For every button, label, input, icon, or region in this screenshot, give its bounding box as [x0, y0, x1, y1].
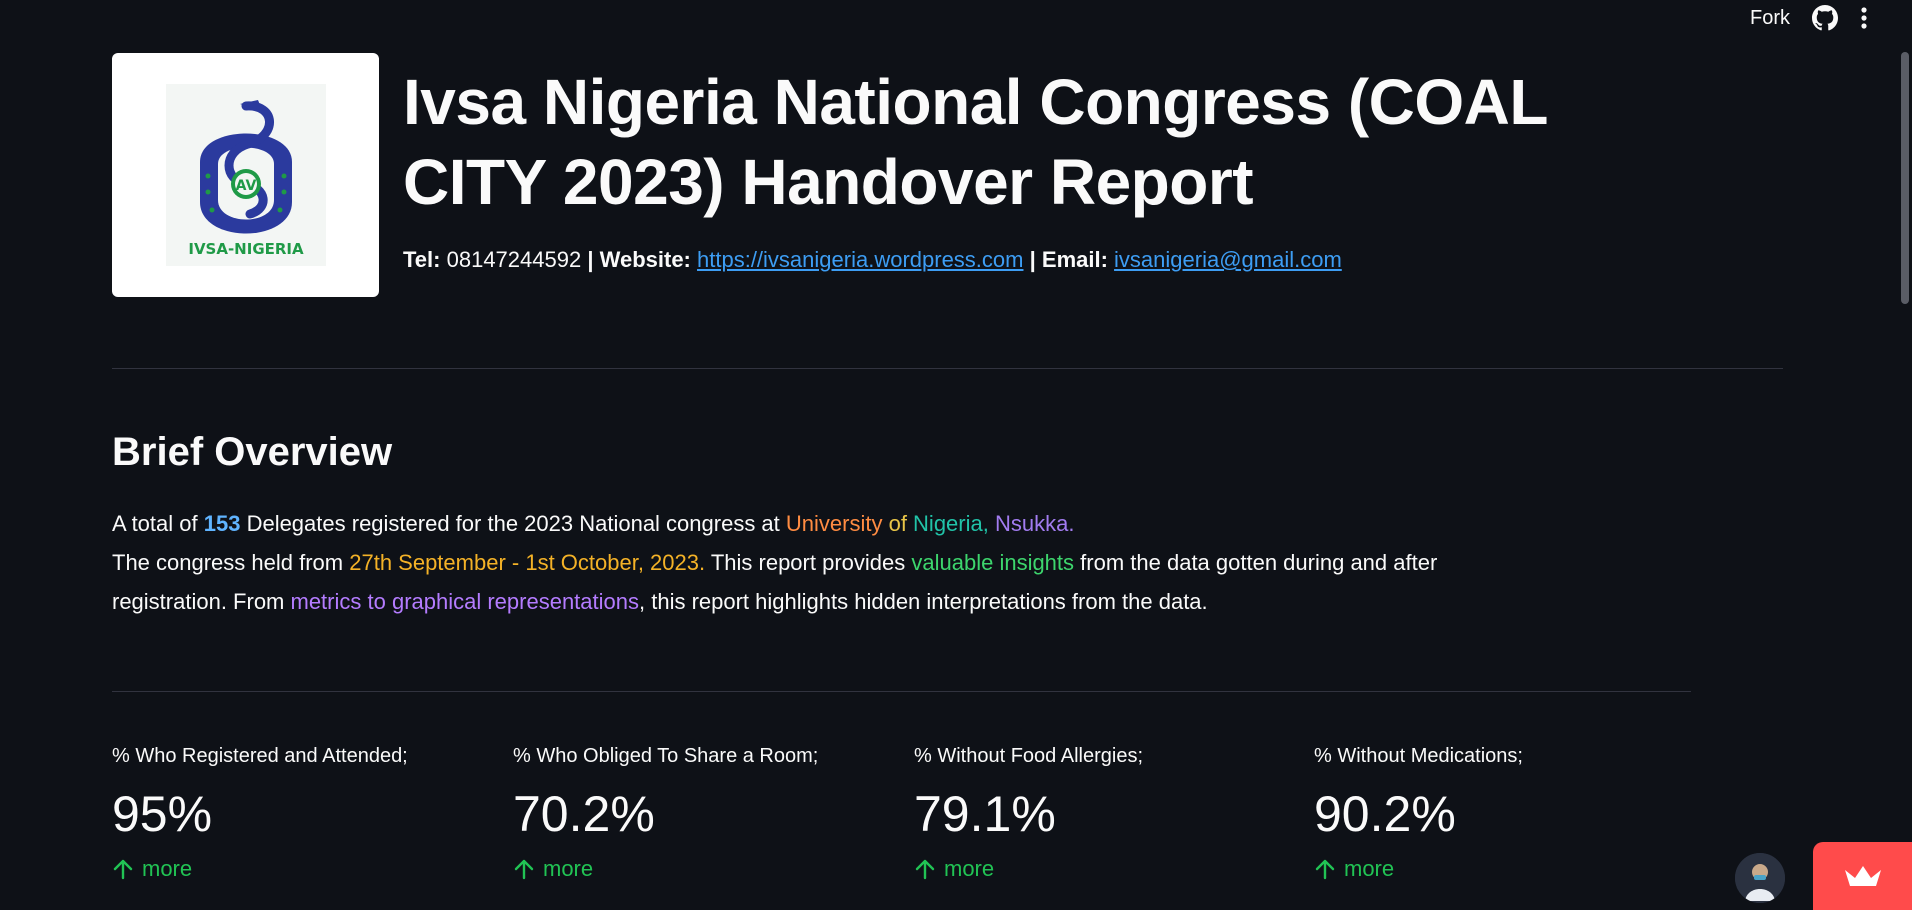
crown-icon — [1844, 866, 1881, 886]
divider — [112, 691, 1691, 692]
logo-wordmark: IVSA-NIGERIA — [188, 240, 304, 258]
tel-label: Tel: — [403, 247, 441, 272]
user-avatar-icon — [1735, 853, 1785, 903]
scrollbar-thumb[interactable] — [1901, 52, 1909, 304]
logo: AV IVSA-NIGERIA — [112, 53, 379, 297]
metric-value: 90.2% — [1314, 786, 1456, 842]
email-label: Email: — [1041, 247, 1108, 272]
metric-delta: more — [112, 856, 492, 882]
tel-value: 08147244592 — [446, 247, 582, 272]
arrow-up-icon — [1315, 859, 1335, 880]
metric-label: % Without Food Allergies; — [914, 745, 1143, 767]
arrow-up-icon — [915, 859, 935, 880]
separator: | — [587, 247, 594, 272]
streamlit-badge[interactable] — [1813, 842, 1912, 910]
email-link[interactable]: ivsanigeria@gmail.com — [1114, 247, 1342, 272]
page-title: Ivsa Nigeria National Congress (COAL CIT… — [403, 66, 1547, 218]
overview-line-1: A total of 153 Delegates registered for … — [112, 511, 1075, 536]
congress-dates: 27th September - 1st October, 2023. — [349, 550, 706, 575]
metric-card: % Without Medications; 90.2% more — [1314, 745, 1694, 882]
metric-card: % Who Obliged To Share a Room; 70.2% mor… — [513, 745, 893, 882]
divider — [112, 368, 1783, 369]
metric-card: % Who Registered and Attended; 95% more — [112, 745, 492, 882]
app-toolbar: Fork — [1750, 0, 1912, 36]
metric-delta: more — [1314, 856, 1694, 882]
contact-line: Tel: 08147244592 | Website: https://ivsa… — [403, 247, 1342, 273]
website-link[interactable]: https://ivsanigeria.wordpress.com — [697, 247, 1024, 272]
section-title: Brief Overview — [112, 430, 393, 474]
arrow-up-icon — [514, 859, 534, 880]
github-icon[interactable] — [1812, 5, 1838, 31]
metric-label: % Without Medications; — [1314, 745, 1523, 767]
separator: | — [1029, 247, 1036, 272]
overview-text: A total of 153 Delegates registered for … — [112, 504, 1552, 621]
avatar[interactable] — [1735, 853, 1785, 903]
scrollbar[interactable] — [1898, 0, 1912, 910]
metric-value: 70.2% — [513, 786, 655, 842]
metric-label: % Who Registered and Attended; — [112, 745, 408, 767]
arrow-up-icon — [113, 859, 133, 880]
website-label: Website: — [599, 247, 691, 272]
fork-button[interactable]: Fork — [1750, 6, 1790, 29]
metric-delta: more — [513, 856, 893, 882]
metric-value: 79.1% — [914, 786, 1056, 842]
metric-label: % Who Obliged To Share a Room; — [513, 745, 819, 767]
delegate-count: 153 — [203, 511, 241, 536]
metric-value: 95% — [112, 786, 213, 842]
ivsa-logo-image: AV IVSA-NIGERIA — [165, 84, 326, 266]
kebab-menu-icon[interactable] — [1860, 6, 1868, 30]
logo-monogram: AV — [235, 178, 256, 194]
metric-delta: more — [914, 856, 1294, 882]
overview-paragraph-2: The congress held from 27th September - … — [112, 550, 1438, 614]
metric-card: % Without Food Allergies; 79.1% more — [914, 745, 1294, 882]
